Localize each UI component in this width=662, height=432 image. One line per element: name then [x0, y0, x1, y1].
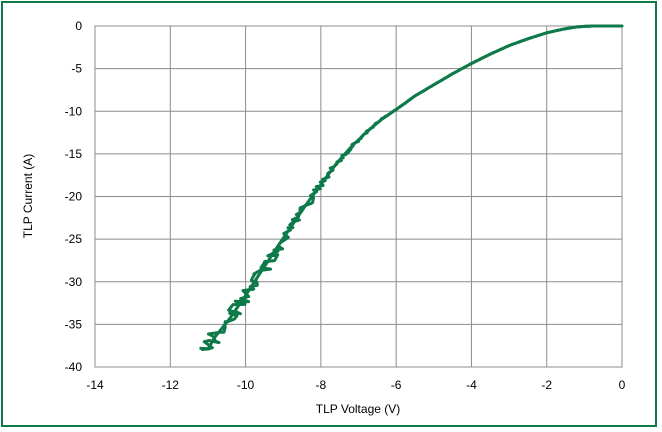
y-tick-label: -5 [71, 62, 82, 76]
x-tick-label: -6 [391, 378, 402, 392]
y-tick-label: -10 [65, 104, 83, 118]
y-tick-label: -20 [65, 190, 83, 204]
x-tick-label: -12 [162, 378, 180, 392]
y-tick-label: 0 [75, 19, 82, 33]
y-tick-label: -15 [65, 147, 83, 161]
series-line [206, 24, 624, 351]
x-tick-label: -14 [86, 378, 104, 392]
y-tick-label: -30 [65, 275, 83, 289]
y-tick-label: -40 [65, 360, 83, 374]
x-tick-label: -10 [237, 378, 255, 392]
x-tick-label: -8 [316, 378, 327, 392]
x-tick-label: 0 [619, 378, 626, 392]
plot-border [94, 25, 623, 368]
y-tick-label: -25 [65, 232, 83, 246]
y-axis-title: TLP Current (A) [21, 154, 35, 238]
x-axis-title: TLP Voltage (V) [316, 402, 401, 416]
y-tick-labels: 0 -5 -10 -15 -20 -25 -30 -35 -40 [65, 19, 83, 374]
x-tick-label: -2 [541, 378, 552, 392]
y-tick-label: -35 [65, 317, 83, 331]
x-tick-labels: -14 -12 -10 -8 -6 -4 -2 0 [86, 378, 625, 392]
x-tick-label: -4 [466, 378, 477, 392]
